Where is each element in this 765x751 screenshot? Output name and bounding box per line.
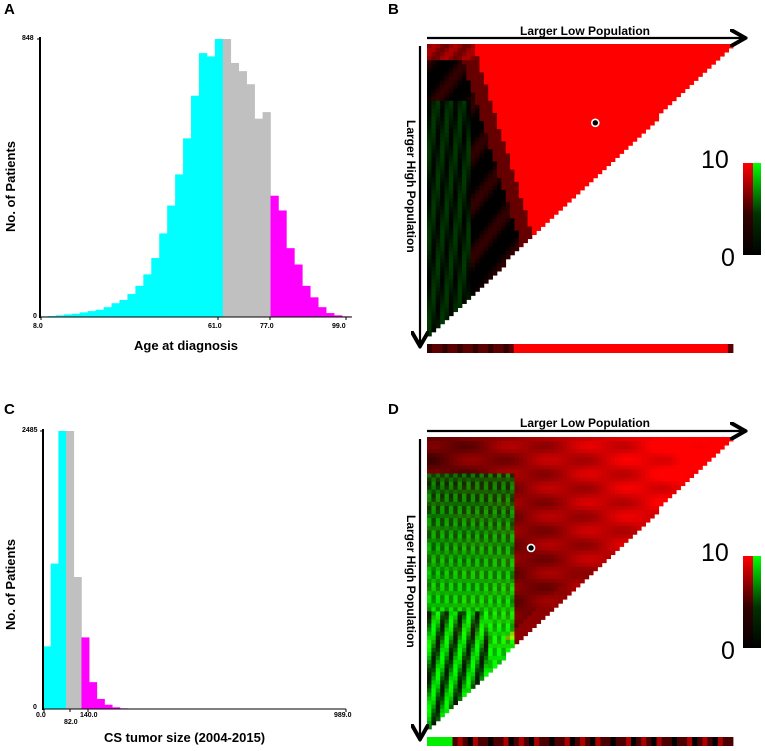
panel-b-summary-strip — [427, 344, 734, 353]
panel-b-marker — [590, 118, 600, 128]
panel-d-top-label: Larger Low Population — [520, 416, 651, 430]
panel-a-xtick-2: 61.0 — [208, 323, 222, 330]
panel-letter-b: B — [388, 1, 399, 18]
panel-a-bar-low-2 — [55, 315, 65, 317]
panel-a-bar-low-19 — [191, 95, 200, 317]
panel-a-bar-high-34 — [310, 297, 319, 317]
panel-a-xtick-3: 77.0 — [260, 323, 274, 330]
panel-d-marker — [526, 543, 536, 553]
panel-a-bar-low-14 — [151, 257, 160, 317]
panel-b-scale-max: 10 — [701, 146, 729, 174]
panel-a-xtick-1: 8.0 — [33, 323, 43, 330]
panel-a-xlabel: Age at diagnosis — [134, 338, 239, 353]
panel-b-cells — [427, 44, 734, 337]
panel-c-histogram — [40, 429, 347, 712]
panel-letter-a: A — [4, 1, 15, 18]
panel-c-bar-high-7 — [96, 698, 105, 709]
panel-c-bar-low-2 — [58, 431, 67, 709]
panel-a-bar-high-32 — [294, 264, 303, 317]
panel-a-bar-low-22 — [214, 39, 224, 317]
panel-a-bar-low-5 — [79, 312, 88, 317]
panel-a-bar-mid-27 — [254, 118, 263, 317]
panel-d-scale-max: 10 — [701, 539, 729, 567]
panel-b-heatmap — [420, 38, 761, 353]
panel-a-xtick-4: 99.0 — [332, 323, 346, 330]
panel-c-xlabel: CS tumor size (2004-2015) — [104, 730, 266, 745]
panel-c-ytick-max: 2485 — [22, 427, 38, 434]
panel-c-xtick-4: 989.0 — [334, 712, 352, 719]
panel-d-scale-green — [753, 556, 761, 648]
panel-a-bar-low-16 — [167, 205, 176, 317]
panel-a-bar-high-33 — [302, 285, 311, 317]
panel-a-bar-high-31 — [286, 248, 295, 317]
panel-c-bar-mid-4 — [73, 576, 82, 709]
panel-b-top-label: Larger Low Population — [520, 24, 651, 38]
panel-a-bar-high-29 — [270, 195, 279, 317]
panel-c-bar-low-0 — [43, 646, 51, 709]
panel-a-bar-low-11 — [127, 294, 136, 317]
panel-c-xtick-2: 82.0 — [64, 719, 78, 726]
panel-a-bar-low-18 — [183, 138, 192, 317]
panel-a-bar-low-3 — [63, 314, 73, 317]
panel-d-heatmap — [420, 431, 761, 746]
panel-c-xtick-1: 0.0 — [36, 712, 46, 719]
panel-d-scale-red — [743, 556, 753, 648]
panel-c-bar-mid-3 — [66, 431, 75, 709]
panel-a-bar-mid-23 — [222, 39, 232, 317]
panel-b-scale-red — [743, 163, 753, 255]
panel-d-cells — [427, 437, 734, 730]
panel-a-bar-low-7 — [95, 309, 104, 317]
panel-c-xtick-3: 140.0 — [80, 712, 98, 719]
panel-c-bar-high-9 — [112, 707, 121, 709]
panel-c-bar-high-5 — [81, 637, 90, 709]
panel-a-histogram — [37, 37, 352, 320]
panel-a-bar-low-15 — [159, 233, 168, 317]
panel-a-bar-low-12 — [135, 285, 144, 317]
panel-letter-d: D — [388, 401, 399, 418]
panel-b-scale-green — [753, 163, 761, 255]
panel-a-bar-low-21 — [206, 56, 216, 317]
panel-a-bar-low-13 — [143, 274, 152, 317]
panel-a-bar-mid-26 — [246, 84, 255, 317]
panel-a-bar-low-4 — [71, 313, 81, 317]
panel-a-bar-high-36 — [326, 313, 335, 317]
panel-c-bar-high-8 — [104, 704, 113, 709]
panel-a-ytick-max: 848 — [22, 35, 34, 42]
panel-a-bar-mid-25 — [238, 71, 247, 318]
panel-d-scale-min: 0 — [721, 637, 735, 665]
panel-a-bar-low-17 — [175, 174, 184, 317]
panel-a-bar-high-30 — [278, 210, 287, 317]
panel-a-ytick-min: 0 — [33, 313, 37, 320]
panel-a-bar-low-20 — [198, 53, 208, 317]
panel-a-bar-low-9 — [111, 303, 120, 317]
panel-c-bar-low-1 — [50, 563, 59, 709]
panel-b-scale-min: 0 — [721, 244, 735, 272]
panel-a-bar-high-37 — [334, 315, 343, 317]
panel-d-summary-strip — [427, 737, 734, 746]
panel-a-bar-mid-24 — [230, 62, 240, 317]
panel-letter-c: C — [4, 401, 15, 418]
panel-a-bar-mid-28 — [262, 112, 271, 317]
panel-a-bar-high-35 — [318, 307, 327, 317]
panel-c-ytick-min: 0 — [33, 704, 37, 711]
panel-a-bar-low-10 — [119, 299, 128, 317]
panel-a-bar-low-8 — [103, 307, 112, 317]
panel-a-bar-low-6 — [87, 311, 96, 317]
panel-c-bar-high-6 — [89, 682, 98, 709]
